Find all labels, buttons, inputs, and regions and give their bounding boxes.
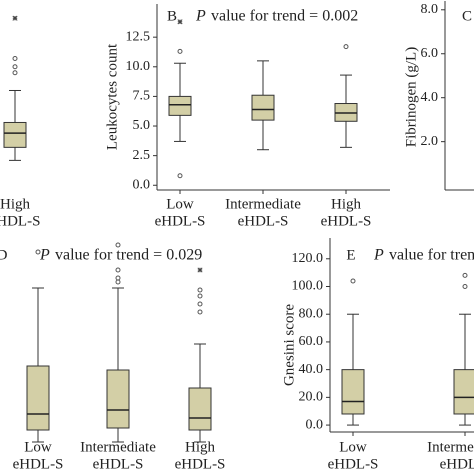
x-tick-label: Intermediate	[80, 439, 156, 455]
x-tick-label: Low	[339, 439, 367, 455]
y-tick-label: 10.0	[126, 59, 151, 74]
title-italic: P	[39, 247, 50, 264]
x-tick-label: eHDL-S	[155, 213, 206, 229]
title-italic: P	[373, 247, 384, 264]
outlier	[350, 278, 356, 284]
outlier	[12, 55, 18, 61]
extreme	[197, 267, 203, 273]
x-tick-label: eHDL-S	[328, 456, 379, 472]
y-tick-label: 0.0	[306, 417, 324, 432]
outlier	[462, 284, 468, 289]
y-tick-label: 4.0	[421, 90, 439, 105]
x-tick-label: High	[185, 439, 216, 455]
x-tick-label: eHDL-S	[13, 456, 64, 472]
y-tick-label: 6.0	[421, 46, 439, 61]
x-tick-label: eHDL-S	[93, 456, 144, 472]
y-tick-label: 60.0	[299, 334, 324, 349]
outlier	[177, 48, 183, 54]
x-tick-label: Low	[24, 439, 52, 455]
outlier	[177, 173, 183, 179]
x-tick-label: eHDL-S	[0, 213, 40, 229]
outlier	[197, 287, 203, 293]
panel-label: D	[0, 247, 8, 263]
title: value for trend = 0.029	[55, 247, 202, 264]
outlier	[197, 309, 203, 315]
y-axis-label: Gnesini score	[281, 304, 297, 386]
x-tick-label: Low	[166, 196, 194, 212]
x-tick-label: Intermediate	[427, 439, 474, 455]
x-tick-label: eHDL-S	[238, 213, 289, 229]
y-axis-label: Fibrinogen (g/L)	[403, 47, 419, 147]
outlier	[12, 64, 18, 70]
outlier	[197, 301, 203, 307]
x-tick-label: eHDL-S	[440, 456, 474, 472]
extreme	[177, 19, 183, 25]
outlier	[197, 293, 203, 299]
x-tick-label: Intermediate	[225, 196, 301, 212]
title: value for trend	[389, 247, 474, 264]
outlier	[12, 70, 18, 76]
panel-label: C	[462, 8, 472, 24]
y-tick-label: 12.5	[126, 29, 151, 44]
outlier	[115, 275, 121, 281]
box	[188, 387, 212, 431]
y-tick-label: 7.5	[133, 89, 151, 104]
box	[168, 95, 192, 116]
box	[341, 369, 365, 415]
x-tick-label: High	[0, 196, 31, 212]
extreme	[12, 15, 18, 21]
y-tick-label: 2.0	[421, 134, 439, 149]
title-italic: P	[195, 8, 206, 25]
box	[106, 369, 130, 429]
outlier	[35, 249, 41, 255]
box	[26, 365, 50, 431]
x-tick-label: eHDL-S	[175, 456, 226, 472]
panel-label: B	[167, 8, 177, 24]
y-tick-label: 0.0	[133, 177, 151, 192]
y-tick-label: 80.0	[299, 306, 324, 321]
y-tick-label: 40.0	[299, 362, 324, 377]
y-tick-label: 8.0	[421, 2, 439, 17]
y-tick-label: 5.0	[133, 118, 151, 133]
title: value for trend = 0.002	[211, 8, 358, 25]
panel-label: E	[346, 247, 355, 263]
outlier	[115, 279, 121, 285]
box	[3, 121, 27, 148]
outlier	[115, 242, 121, 248]
y-axis-label: Leukocytes count	[104, 43, 120, 150]
y-tick-label: 100.0	[292, 279, 324, 294]
outlier	[343, 44, 349, 50]
x-tick-label: High	[331, 196, 362, 212]
box	[453, 369, 474, 415]
box	[251, 94, 275, 121]
outlier	[115, 267, 121, 273]
outlier	[462, 272, 468, 278]
y-tick-label: 120.0	[292, 251, 324, 266]
y-tick-label: 2.5	[133, 148, 151, 163]
x-tick-label: eHDL-S	[321, 213, 372, 229]
y-tick-label: 20.0	[299, 390, 324, 405]
